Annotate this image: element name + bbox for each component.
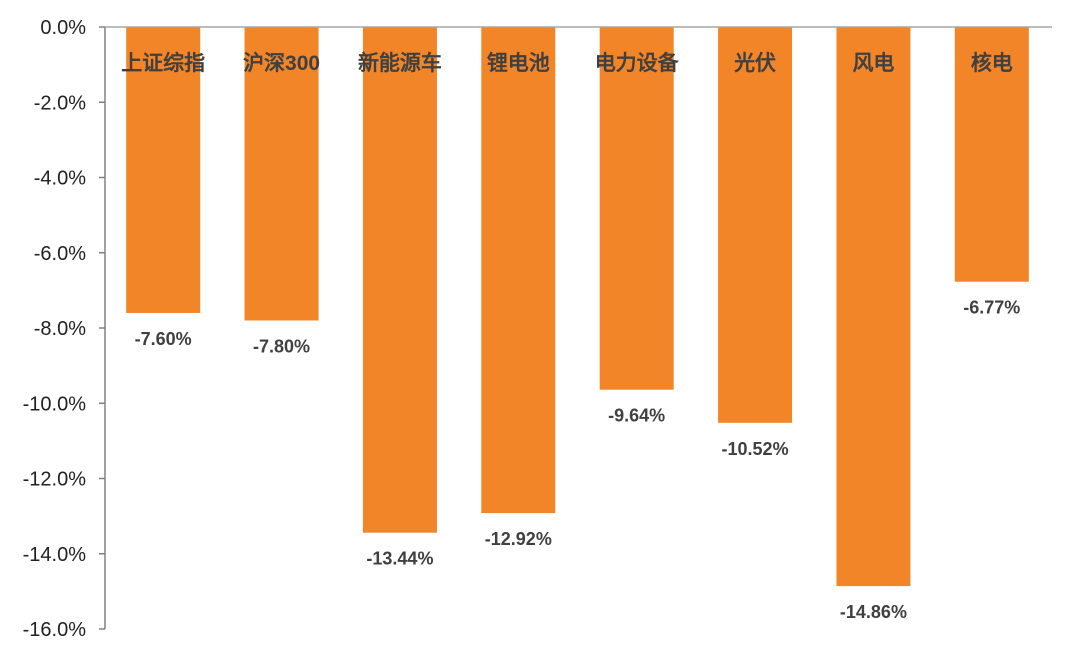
category-labels: 上证综指 沪深300 新能源车 锂电池 电力设备 光伏 风电 核电: [121, 51, 1013, 75]
y-tick-label: 0.0%: [40, 17, 86, 39]
bar: [481, 27, 556, 514]
data-label: -7.60%: [135, 329, 192, 349]
bar: [599, 27, 674, 390]
bar: [836, 27, 911, 587]
bar: [244, 27, 319, 321]
bar: [718, 27, 793, 423]
bar: [126, 27, 201, 313]
data-label: -14.86%: [840, 602, 907, 622]
y-tick-label: -10.0%: [23, 393, 87, 415]
y-tick-label: -6.0%: [34, 243, 86, 265]
y-tick-label: -8.0%: [34, 318, 86, 340]
y-tick-label: -12.0%: [23, 469, 87, 491]
category-label: 风电: [852, 52, 894, 75]
bar: [362, 27, 437, 533]
category-label: 锂电池: [487, 51, 550, 75]
category-label: 新能源车: [358, 51, 442, 75]
data-label: -9.64%: [608, 406, 665, 426]
category-label: 电力设备: [595, 51, 680, 75]
data-labels: -7.60% -7.80% -13.44% -12.92% -9.64% -10.52% -…: [135, 298, 1021, 622]
data-label: -6.77%: [963, 298, 1020, 318]
y-tick-label: -16.0%: [23, 619, 87, 641]
category-label: 沪深300: [243, 51, 320, 75]
category-label: 核电: [971, 51, 1013, 75]
bars-layer: [126, 27, 1029, 587]
data-label: -13.44%: [366, 549, 433, 569]
y-tick-label: -14.0%: [23, 544, 87, 566]
y-tick-label: -2.0%: [34, 92, 86, 114]
data-label: -12.92%: [485, 529, 552, 549]
category-label: 上证综指: [121, 51, 205, 75]
y-tick-label: -4.0%: [34, 168, 86, 190]
data-label: -7.80%: [253, 336, 310, 356]
category-label: 光伏: [733, 51, 776, 75]
bar: [954, 27, 1029, 282]
data-label: -10.52%: [722, 439, 789, 459]
y-axis-ticks: 0.0% -2.0% -4.0% -6.0% -8.0% -10.0% -12.0% -14.…: [23, 17, 105, 641]
